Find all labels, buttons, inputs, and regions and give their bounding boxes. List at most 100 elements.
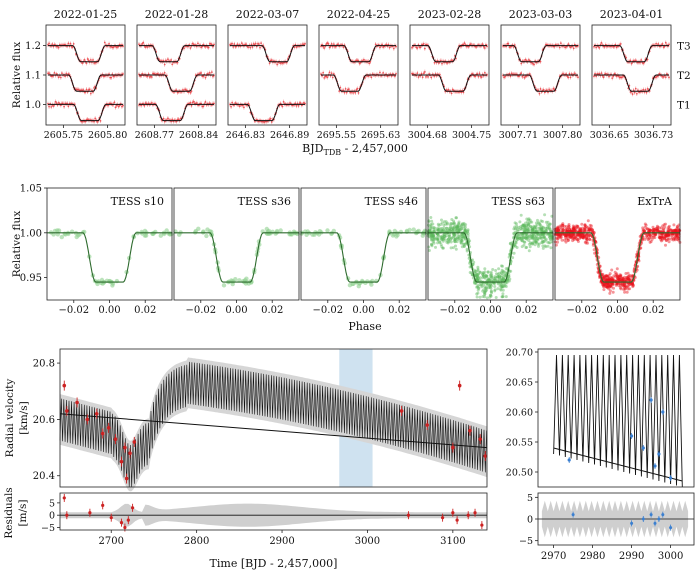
lc-data-point [533, 63, 535, 66]
phase-data-point [439, 243, 443, 247]
rv-residual-point [101, 503, 105, 507]
phase-data-point [631, 282, 635, 286]
rv-y-axis-unit: [km/s] [18, 401, 30, 434]
lc-data-point [475, 45, 478, 48]
lc-data-point [87, 59, 90, 62]
phase-data-point [526, 222, 530, 226]
lc-data-point [233, 43, 236, 45]
phase-data-point [439, 223, 443, 226]
phase-data-point [517, 228, 521, 232]
phase-data-point [475, 292, 479, 296]
phase-data-point [497, 274, 501, 278]
lc-x-tick-label: 2608.77 [135, 130, 174, 141]
phase-data-point [472, 260, 476, 264]
phase-data-point [524, 237, 528, 240]
rv-data-point [75, 400, 79, 405]
phase-data-point [665, 239, 668, 242]
phase-data-point [482, 284, 486, 288]
lc-data-point [330, 72, 333, 75]
lc-x-tick-label: 3036.65 [590, 130, 629, 141]
lc-data-point [202, 43, 205, 46]
phase-data-point [460, 237, 464, 240]
phase-data-point [548, 234, 552, 237]
lc-data-point [631, 93, 634, 95]
lc-data-point [269, 117, 272, 120]
lc-data-point [243, 106, 245, 109]
phase-data-point [434, 237, 438, 241]
phase-data-point [455, 216, 458, 220]
lc-data-point [65, 72, 68, 75]
phase-data-point [442, 238, 445, 242]
lc-data-point [122, 73, 124, 75]
lc-row [229, 40, 306, 67]
rv-data-point [123, 445, 127, 450]
lc-data-point [93, 120, 95, 123]
phase-data-point [442, 220, 446, 224]
lc-data-point [510, 72, 513, 75]
lc-data-point [520, 72, 523, 75]
lc-data-point [538, 92, 541, 95]
lc-x-tick-label: 3004.68 [408, 130, 447, 141]
phase-data-point [482, 282, 486, 286]
lc-data-point [598, 46, 601, 49]
lc-data-point [385, 43, 388, 46]
phase-data-point [527, 222, 531, 226]
phase-data-point [436, 222, 440, 226]
phase-panel-label: ExTrA [637, 195, 673, 208]
phase-data-point [229, 279, 235, 284]
phase-data-point [526, 226, 530, 230]
rvz-data-point [630, 434, 634, 438]
lc-data-point [437, 62, 440, 64]
lc-data-point [338, 90, 341, 93]
phase-y-tick-label: 1.00 [20, 228, 42, 239]
phase-data-point [546, 225, 550, 229]
lc-data-point [295, 104, 298, 107]
lc-x-axis-label: BJDTDB - 2,457,000 [302, 142, 408, 157]
lc-data-point [204, 101, 207, 103]
rvz-residual-point [657, 517, 661, 521]
lc-data-point [150, 101, 153, 104]
rvz-residual-point [641, 517, 645, 521]
rvz-data-point [661, 410, 665, 414]
lc-data-point [480, 76, 483, 78]
lc-data-point [463, 42, 466, 45]
phase-data-point [501, 288, 505, 292]
lc-data-point [368, 62, 371, 65]
lc-data-point [208, 102, 211, 105]
lc-data-point [379, 71, 381, 74]
lc-data-point [640, 59, 643, 61]
phase-data-point [475, 274, 479, 278]
phase-data-point [589, 224, 593, 228]
phase-data-point [584, 241, 588, 245]
lc-data-point [103, 41, 106, 44]
phase-data-point [602, 274, 606, 278]
rvz-x-tick-label: 3000 [658, 551, 683, 562]
lc-data-point [53, 71, 56, 74]
phase-data-point [483, 292, 487, 296]
lc-data-point [620, 76, 623, 79]
phase-data-point [442, 234, 446, 238]
phase-data-point [493, 289, 497, 293]
phase-data-point [478, 270, 482, 274]
phase-data-point [489, 275, 493, 278]
lc-data-point [72, 42, 75, 45]
rv-data-point [451, 445, 455, 450]
phase-data-point [439, 229, 443, 233]
phase-data-point [486, 270, 490, 274]
lc-data-point [299, 102, 302, 104]
lc-row-label: T1 [677, 99, 691, 111]
phase-data-point [532, 226, 536, 230]
lc-row [593, 40, 670, 66]
lc-data-point [593, 45, 595, 48]
lc-model-curve [230, 45, 305, 63]
rvz-data-point [649, 398, 653, 402]
lc-data-point [122, 104, 124, 107]
phase-model-curve [301, 232, 426, 283]
lc-data-point [355, 88, 358, 91]
phase-data-point [541, 220, 544, 223]
phase-data-point [527, 217, 531, 221]
phase-data-point [523, 229, 526, 233]
phase-panel-label: TESS s10 [111, 195, 164, 208]
phase-data-point [451, 227, 455, 231]
phase-data-point [480, 282, 484, 286]
